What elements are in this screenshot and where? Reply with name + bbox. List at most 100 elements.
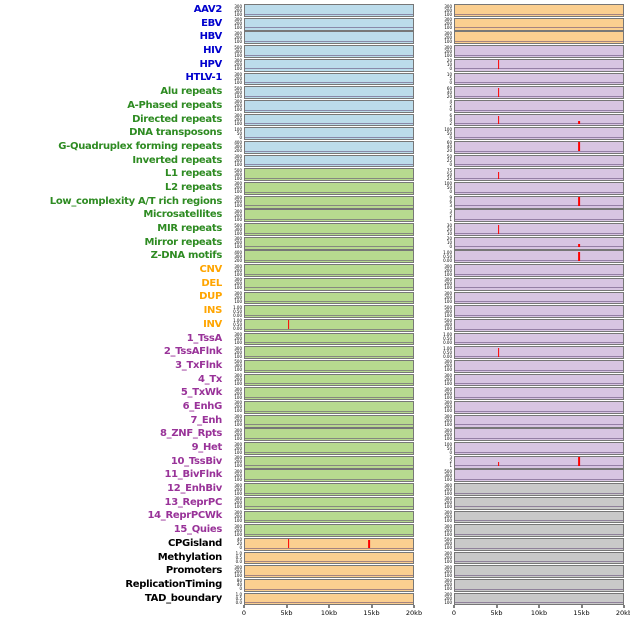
baseline (245, 205, 413, 207)
x-axis-tickmark (371, 605, 372, 608)
x-axis-tickmark (413, 605, 415, 608)
x-axis-tick: 20kb (405, 609, 423, 618)
y-axis-tick-label: 2 (449, 459, 452, 465)
track-panel-left (244, 264, 414, 277)
y-axis-ticks-left: 300 200 100 (226, 523, 244, 538)
track-panel-right (454, 4, 624, 17)
row-label: HIV (203, 45, 222, 57)
baseline (455, 205, 623, 207)
y-axis-tick-label: 300 (444, 359, 452, 365)
y-axis-ticks-right: 300 200 100 (414, 509, 454, 524)
track-row: AAV2 300 200 100 300 200 100 (0, 3, 630, 17)
y-axis-tick-label: 300 (234, 58, 242, 64)
baseline (245, 383, 413, 385)
baseline (245, 177, 413, 179)
y-axis-ticks-right: 100 50 0 (414, 126, 454, 141)
row-label: Microsatellites (143, 209, 222, 221)
y-axis-tick-label: 100 (444, 381, 452, 387)
track-panel-left (244, 483, 414, 496)
y-axis-tick-label: 100 (444, 545, 452, 551)
y-axis-ticks-left: 300 200 100 (226, 17, 244, 32)
y-axis-tick-label: 100 (234, 381, 242, 387)
track-panel-right (454, 72, 624, 86)
baseline (245, 520, 413, 521)
y-axis-ticks-left: 300 200 100 (226, 99, 244, 114)
y-axis-tick-label: 0 (449, 107, 452, 113)
y-axis-tick-label: 200 (444, 582, 452, 588)
y-axis-tick-label: 100 (234, 38, 242, 44)
y-axis-tick-label: 100 (234, 517, 242, 523)
y-axis-tick-label: 300 (444, 400, 452, 406)
row-label: DUP (199, 291, 222, 303)
y-axis-ticks-right: 300 200 100 (414, 523, 454, 538)
y-axis-tick-label: 0.00 (443, 353, 452, 359)
y-axis-tick-label: 40 (236, 537, 242, 543)
baseline (245, 479, 413, 480)
baseline (245, 301, 413, 302)
y-axis-ticks-left: 1.00 0.50 0.00 (226, 318, 244, 333)
y-axis-ticks-left: 300 200 100 (226, 373, 244, 388)
track-panel-left (244, 291, 414, 305)
y-axis-tick-label: 200 (234, 500, 242, 506)
y-axis-tick-label: 0 (239, 545, 242, 551)
row-label: G-Quadruplex forming repeats (58, 140, 222, 152)
axis-spacer (0, 605, 226, 623)
baseline (245, 150, 413, 152)
baseline (245, 287, 413, 289)
y-axis-tick-label: 100 (444, 586, 452, 592)
track-row: HIV 500 300 100 300 200 100 (0, 44, 630, 58)
y-axis-tick-label: 100 (234, 435, 242, 441)
y-axis-tick-label: 100 (444, 312, 452, 318)
baseline (455, 479, 623, 480)
x-axis-tick: 15kb (573, 609, 590, 618)
y-axis-tick-label: 20 (446, 236, 452, 242)
track-panel-right (454, 58, 624, 72)
track-panel-right (454, 154, 624, 168)
y-axis-tick-label: 200 (444, 363, 452, 369)
track-panel-right (454, 373, 624, 387)
track-panel-right (454, 17, 624, 31)
track-panel-left (244, 578, 414, 592)
x-axis-right: 0 5kb 10kb 15kb 20kb (452, 605, 630, 623)
x-axis-tickmark (496, 605, 497, 608)
track-panel-left (244, 113, 414, 127)
baseline (455, 301, 623, 302)
y-axis-tick-label: 25 (446, 158, 452, 164)
y-axis-ticks-right: 300 200 100 (414, 3, 454, 18)
row-label: 4_Tx (197, 373, 222, 385)
track-row: 9_Het 300 200 100 100 50 0 (0, 441, 630, 455)
y-axis-tick-label: 300 (444, 523, 452, 529)
y-axis-tick-label: 300 (234, 496, 242, 502)
y-axis-tick-label: 200 (444, 294, 452, 300)
signal-spike (497, 348, 500, 357)
row-label: Directed repeats (132, 113, 222, 125)
baseline (455, 95, 623, 97)
y-axis-tick-label: 300 (234, 263, 242, 269)
y-axis-tick-label: 1.0 (235, 551, 242, 556)
y-axis-ticks-left: 400 300 200 (226, 249, 244, 264)
y-axis-tick-label: 300 (444, 482, 452, 488)
y-axis-tick-label: 0 (449, 134, 452, 140)
row-label: 10_TssBiv (170, 455, 222, 467)
x-axis-tickmark (328, 605, 330, 608)
baseline (245, 602, 413, 604)
y-axis-ticks-right: 300 200 100 (414, 496, 454, 511)
baseline (455, 342, 623, 344)
y-axis-ticks-left: 100 50 0 (226, 126, 244, 141)
y-axis-tick-label: 300 (444, 592, 452, 598)
row-label: Alu repeats (160, 86, 222, 98)
y-axis-tick-label: 1.00 (443, 332, 452, 337)
x-axis-tickmark (453, 605, 455, 608)
y-axis-tick-label: 500 (234, 359, 242, 365)
track-panel-right (454, 195, 624, 209)
baseline (245, 82, 413, 83)
y-axis-ticks-left: 300 200 100 (226, 58, 244, 73)
y-axis-tick-label: 200 (444, 34, 452, 40)
y-axis-tick-label: 100 (234, 476, 242, 482)
y-axis-ticks-right: 20 10 0 (414, 236, 454, 251)
y-axis-ticks-left: 300 200 100 (226, 509, 244, 524)
track-panel-left (244, 168, 414, 182)
y-axis-tick-label: 300 (444, 308, 452, 314)
baseline (245, 451, 413, 453)
